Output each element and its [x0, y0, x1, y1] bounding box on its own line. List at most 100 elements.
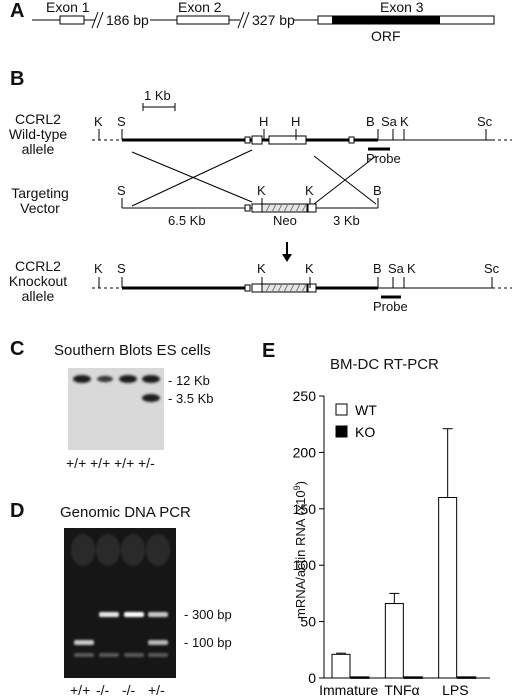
pcr-lane-3: -/- [122, 682, 136, 698]
wt-site-s: S [117, 114, 126, 129]
vector-neo-label: Neo [273, 213, 297, 228]
vector-site-k1: K [257, 183, 266, 198]
wt-site-sc: Sc [477, 114, 493, 129]
wt-label-line-2: Wild-type [8, 126, 68, 142]
ko-label-line-2: Knockout [8, 273, 68, 289]
southern-blot-image [68, 368, 164, 450]
panel-c-title: Southern Blots ES cells [54, 342, 211, 359]
panel-a-gene-structure [32, 11, 495, 29]
legend-swatch-wt [335, 403, 348, 416]
y-tick-label-1: 50 [300, 614, 316, 630]
exon-2-box [176, 15, 230, 25]
vector-site-b: B [373, 183, 382, 198]
exon-1-label: Exon 1 [46, 0, 90, 15]
bar-wt-0 [331, 653, 351, 679]
vector-arm-left: 6.5 Kb [168, 213, 206, 228]
wt-label-line-3: allele [21, 141, 55, 157]
pcr-gel-image [64, 528, 176, 678]
ko-site-b: B [373, 261, 382, 276]
pcr-band-100bp: - 100 bp [184, 635, 232, 650]
gap-327-label: 327 bp [252, 12, 295, 28]
wt-site-h2: H [291, 114, 301, 129]
wt-site-k2: K [400, 114, 409, 129]
pcr-band-300bp: - 300 bp [184, 607, 232, 622]
wt-label-line-1: CCRL2 [15, 111, 61, 127]
ko-site-k4: K [407, 261, 416, 276]
bar-ko-2 [457, 676, 477, 679]
band-lane4-100bp [148, 640, 168, 645]
southern-lane-1: +/+ [66, 455, 87, 471]
x-tick-label-1: TNFα [384, 682, 419, 698]
pcr-lane-2: -/- [96, 682, 110, 698]
panel-c-letter: C [10, 338, 25, 360]
panel-d-title: Genomic DNA PCR [60, 504, 191, 521]
vector-arm-right: 3 Kb [333, 213, 360, 228]
southern-lane-2: +/+ [90, 455, 111, 471]
southern-band-3.5kb: - 3.5 Kb [168, 391, 214, 406]
bar-wt-1 [384, 603, 404, 679]
ko-site-k2: K [257, 261, 266, 276]
band-lane4-300bp [148, 612, 168, 617]
southern-lane-4: +/- [138, 455, 155, 471]
wt-site-k1: K [94, 114, 103, 129]
exon-2-label: Exon 2 [178, 0, 222, 15]
wt-probe-label: Probe [366, 151, 401, 166]
panel-d-letter: D [10, 500, 25, 522]
ko-site-s: S [117, 261, 126, 276]
band-lane3-300bp [124, 612, 144, 617]
recombination-arrow [282, 254, 292, 262]
legend-label-ko: KO [355, 424, 375, 440]
band-lane1-12kb [73, 375, 91, 383]
panel-a-letter: A [10, 0, 25, 22]
vector-label-line-1: Targeting [11, 185, 69, 201]
ko-site-k1: K [94, 261, 103, 276]
band-lane1-100bp [74, 640, 94, 645]
vector-label-line-2: Vector [20, 200, 60, 216]
bar-wt-2 [438, 497, 458, 679]
ko-allele-label: CCRL2 Knockout allele [0, 259, 76, 304]
y-tick-label-4: 200 [293, 444, 317, 460]
y-tick-label-5: 250 [293, 388, 317, 404]
x-tick-label-0: Immature [319, 682, 378, 698]
wt-site-h1: H [259, 114, 269, 129]
exon-1-box [59, 15, 85, 25]
southern-band-12kb: - 12 Kb [168, 373, 210, 388]
pcr-lane-1: +/+ [70, 682, 91, 698]
vector-site-k2: K [305, 183, 314, 198]
y-tick-label-2: 100 [293, 557, 317, 573]
gap-186-label: 186 bp [106, 12, 149, 28]
band-lane4-12kb [142, 375, 160, 383]
panel-b-letter: B [10, 68, 25, 90]
band-lane4-3.5kb [142, 394, 160, 402]
legend-label-wt: WT [355, 402, 377, 418]
ko-site-sa: Sa [388, 261, 404, 276]
bar-ko-1 [403, 676, 423, 679]
wt-site-sa: Sa [381, 114, 397, 129]
bar-ko-0 [350, 676, 370, 679]
scale-bar-label: 1 Kb [144, 88, 171, 103]
wt-site-b: B [366, 114, 375, 129]
band-lane2-12kb [97, 375, 113, 383]
band-lane2-300bp [99, 612, 119, 617]
exon-3-label: Exon 3 [380, 0, 424, 15]
ko-label-line-3: allele [21, 288, 55, 304]
x-tick-label-2: LPS [442, 682, 468, 698]
panel-e-letter: E [262, 340, 276, 362]
chart-title: BM-DC RT-PCR [330, 356, 439, 373]
pcr-lane-4: +/- [148, 682, 165, 698]
legend-swatch-ko [335, 425, 348, 438]
vector-label: Targeting Vector [0, 186, 80, 216]
orf-label: ORF [371, 28, 401, 44]
ko-probe-label: Probe [373, 299, 408, 314]
ko-site-sc: Sc [484, 261, 500, 276]
ko-site-k3: K [305, 261, 314, 276]
y-tick-label-0: 0 [308, 670, 316, 686]
orf-bar [332, 16, 440, 24]
band-lane3-12kb [119, 375, 137, 383]
y-tick-label-3: 150 [293, 501, 317, 517]
panel-b-targeting-diagram [92, 103, 512, 299]
ko-label-line-1: CCRL2 [15, 258, 61, 274]
vector-site-s: S [117, 183, 126, 198]
southern-lane-3: +/+ [114, 455, 135, 471]
